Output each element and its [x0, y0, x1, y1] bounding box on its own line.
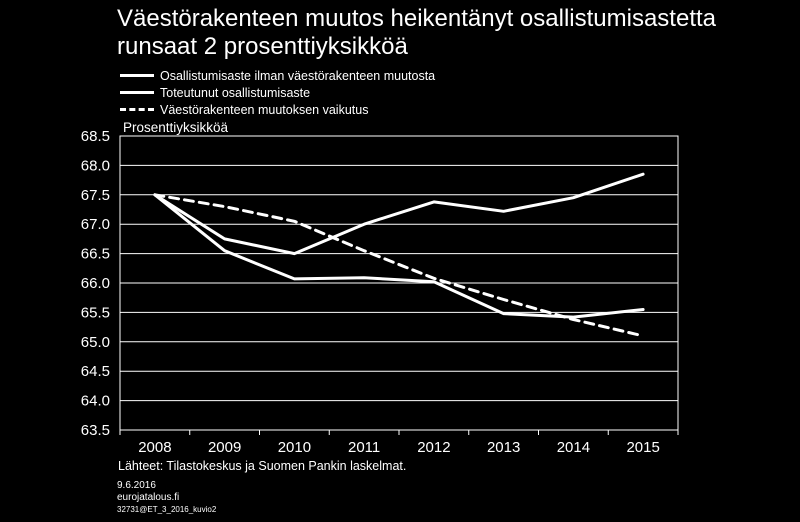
series-line-1	[153, 172, 645, 256]
x-tick-label: 2013	[487, 439, 520, 456]
legend-label-2: Toteutunut osallistumisaste	[160, 85, 311, 100]
x-tick-label: 2010	[278, 439, 311, 456]
y-tick-label: 65.5	[81, 304, 110, 321]
x-tick-label: 2014	[557, 439, 590, 456]
legend-swatch-2	[120, 91, 154, 94]
legend-item-2: Toteutunut osallistumisaste	[120, 84, 435, 101]
y-tick-label: 63.5	[81, 422, 110, 439]
y-axis-unit-label: Prosenttiyksikköä	[123, 120, 229, 135]
y-tick-label: 67.0	[81, 216, 110, 233]
y-tick-label: 66.0	[81, 275, 110, 292]
x-tick-label: 2012	[417, 439, 450, 456]
y-tick-label: 68.0	[81, 157, 110, 174]
y-tick-label: 64.5	[81, 363, 110, 380]
legend-swatch-3	[120, 108, 154, 111]
x-tick-label: 2011	[348, 439, 380, 456]
footer-date: 9.6.2016	[117, 480, 156, 491]
legend-item-3: Väestörakenteen muutoksen vaikutus	[120, 101, 435, 118]
y-tick-label: 68.5	[81, 128, 110, 145]
footer-code: 32731@ET_3_2016_kuvio2	[117, 505, 217, 514]
y-tick-label: 66.5	[81, 246, 110, 263]
legend-item-1: Osallistumisaste ilman väestörakenteen m…	[120, 67, 435, 84]
x-tick-label: 2015	[626, 439, 659, 456]
footer-site: eurojatalous.fi	[117, 492, 180, 503]
x-tick-label: 2008	[138, 439, 171, 456]
y-tick-label: 67.5	[81, 187, 110, 204]
y-tick-label: 64.0	[81, 393, 110, 410]
chart-title-line-2: runsaat 2 prosenttiyksikköä	[117, 33, 408, 60]
legend-label-1: Osallistumisaste ilman väestörakenteen m…	[160, 68, 436, 83]
series-line-3	[153, 193, 645, 338]
legend: Osallistumisaste ilman väestörakenteen m…	[120, 67, 435, 118]
x-tick-label: 2009	[208, 439, 241, 456]
legend-swatch-1	[120, 74, 154, 77]
y-tick-label: 65.0	[81, 334, 110, 351]
chart-title: Väestörakenteen muutos heikentänyt osall…	[117, 5, 797, 61]
footer: 9.6.2016 eurojatalous.fi 32731@ET_3_2016…	[117, 480, 216, 516]
legend-label-3: Väestörakenteen muutoksen vaikutus	[160, 102, 369, 117]
chart-title-line-1: Väestörakenteen muutos heikentänyt osall…	[117, 5, 717, 32]
source-note: Lähteet: Tilastokeskus ja Suomen Pankin …	[118, 459, 407, 473]
